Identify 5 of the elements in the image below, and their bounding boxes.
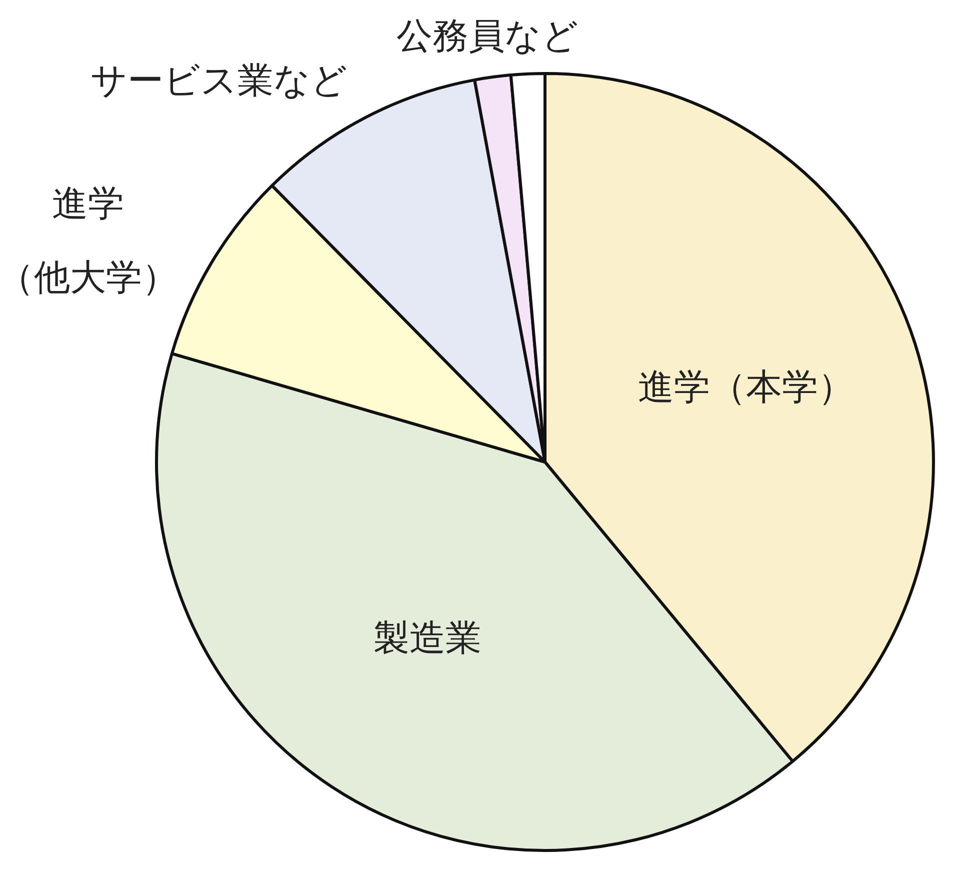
slice-label: 進学（他大学） xyxy=(0,184,178,299)
slice-label: 進学（本学） xyxy=(638,366,854,408)
slice-label: サービス業など xyxy=(90,60,348,102)
slice-label: 製造業 xyxy=(374,618,482,659)
slice-label: 公務員など xyxy=(396,16,578,57)
